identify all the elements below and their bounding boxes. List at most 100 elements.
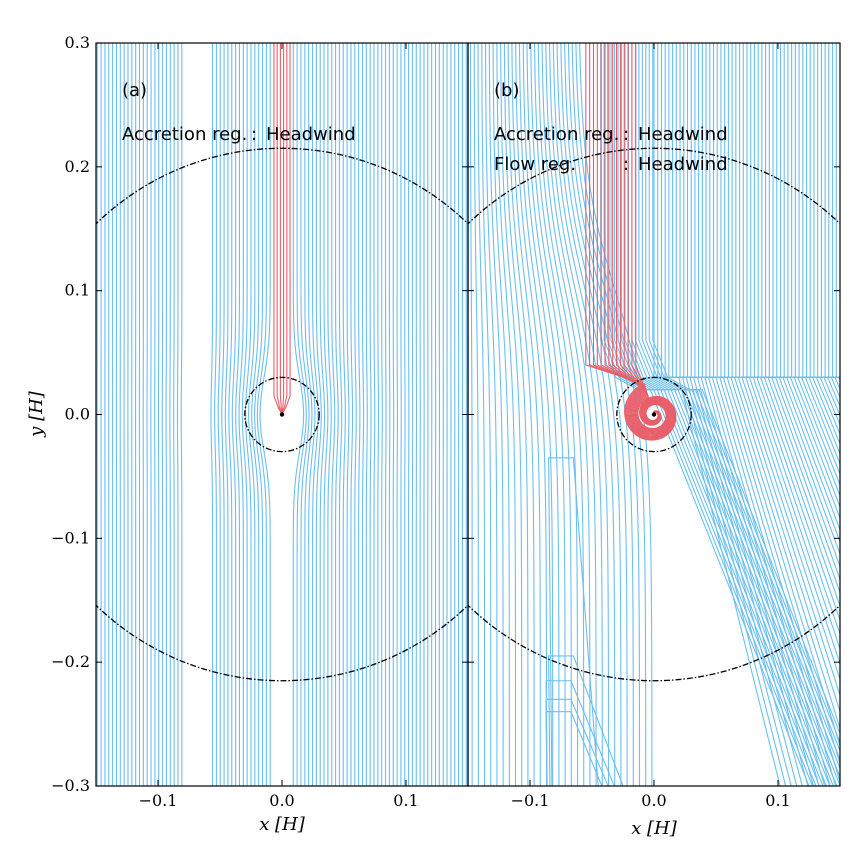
streamline <box>231 43 237 786</box>
streamline <box>304 43 313 786</box>
streamline <box>354 43 357 786</box>
x-tick-label: 0.1 <box>393 791 418 810</box>
streamline <box>311 43 319 786</box>
streamline <box>653 43 781 786</box>
panel-a-annotation-colon: : <box>251 124 257 145</box>
streamline <box>346 43 350 786</box>
streamline <box>660 43 792 786</box>
streamline <box>791 43 840 436</box>
streamline <box>176 43 179 786</box>
streamline <box>809 43 840 391</box>
streamline <box>518 43 554 786</box>
streamline <box>507 43 535 786</box>
streamline <box>552 43 610 786</box>
panel-b-annotation-2-value: Headwind <box>638 154 728 175</box>
panel-a-annotation-value: Headwind <box>266 124 356 145</box>
y-tick-label: 0.2 <box>65 157 90 176</box>
streamline <box>319 43 326 786</box>
y-tick-label: −0.3 <box>51 776 90 795</box>
streamline <box>679 43 820 786</box>
streamline <box>248 43 256 786</box>
streamline <box>503 43 529 786</box>
streamline <box>735 43 840 608</box>
streamline <box>727 43 840 636</box>
panel-b-circles <box>468 147 840 682</box>
panel-a-ticks: −0.1 0.0 0.1 −0.3 −0.2 −0.1 0.0 0.1 0.2 0.3 <box>51 33 468 810</box>
streamline <box>210 43 214 786</box>
streamline <box>530 43 572 786</box>
streamline <box>350 43 354 786</box>
panel-b-frame <box>467 42 841 787</box>
streamline <box>481 43 492 786</box>
streamline <box>672 43 809 786</box>
streamline <box>256 43 267 786</box>
streamline <box>338 43 343 786</box>
streamline <box>511 43 541 786</box>
streamline <box>180 43 183 786</box>
streamline <box>342 43 346 786</box>
streamline <box>824 43 840 378</box>
streamline <box>548 655 624 786</box>
streamline <box>315 43 322 786</box>
streamline <box>526 43 566 786</box>
streamline <box>361 43 365 786</box>
streamline <box>828 43 840 378</box>
streamline <box>381 43 383 786</box>
streamline <box>614 43 824 786</box>
x-tick-label: 0.0 <box>269 791 294 810</box>
streamline <box>835 43 840 378</box>
streamline <box>244 43 252 786</box>
x-tick-label: −0.1 <box>139 791 178 810</box>
streamline <box>776 43 840 476</box>
x-tick-label: 0.0 <box>641 791 666 810</box>
streamline <box>238 43 244 786</box>
streamline <box>537 43 585 786</box>
panel-b-annotation-1-colon: : <box>623 124 629 145</box>
streamline <box>761 43 840 520</box>
streamline <box>373 43 376 786</box>
panel-a-xlabel: x [H] <box>259 814 306 835</box>
bondi-radius-circle <box>468 147 840 682</box>
streamline <box>492 43 510 786</box>
streamline <box>720 43 840 666</box>
y-tick-label: −0.1 <box>51 528 90 547</box>
streamline <box>783 43 840 456</box>
streamline <box>624 43 834 786</box>
streamline <box>641 43 840 761</box>
streamline <box>485 43 498 786</box>
accreted-streamline <box>281 43 291 415</box>
panel-a-streamlines <box>96 43 467 786</box>
y-tick-label: 0.0 <box>65 405 90 424</box>
streamline <box>705 43 840 731</box>
streamline <box>698 43 840 766</box>
ylabel: y [H] <box>26 390 47 438</box>
panel-b-ticks: −0.1 0.0 0.1 <box>468 42 840 810</box>
streamline <box>742 43 840 582</box>
panel-b-annotation-2-colon: : <box>623 154 629 175</box>
streamline <box>228 43 233 786</box>
streamline <box>545 711 603 786</box>
streamline <box>657 43 787 786</box>
streamline <box>545 43 597 786</box>
streamline <box>500 43 523 786</box>
streamline <box>292 43 305 786</box>
streamline <box>377 43 380 786</box>
streamline <box>798 43 840 417</box>
planet-marker <box>651 412 657 417</box>
streamline <box>638 43 840 770</box>
streamline <box>686 43 831 786</box>
streamline <box>522 43 560 786</box>
planet-marker <box>279 412 285 417</box>
streamline <box>251 43 260 786</box>
streamline <box>746 43 840 569</box>
streamline <box>235 43 241 786</box>
streamline <box>701 43 840 748</box>
streamline <box>548 457 599 786</box>
streamline <box>652 43 840 735</box>
streamline <box>384 43 387 786</box>
streamline <box>254 43 264 786</box>
streamline <box>327 43 332 786</box>
streamline <box>221 43 225 786</box>
panel-a-annotation-name: Accretion reg. <box>122 124 247 145</box>
